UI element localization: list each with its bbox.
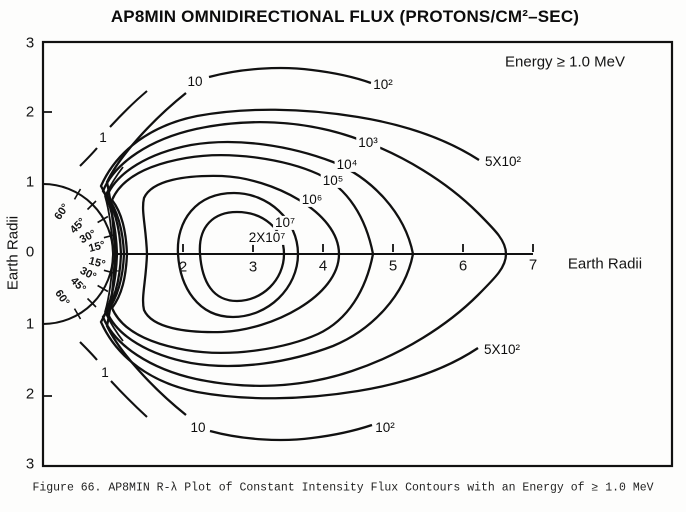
- contour-label-1-top: 1: [97, 129, 109, 146]
- contour-5e2: [99, 108, 480, 400]
- y-tick-3-top: 3: [25, 34, 35, 52]
- x-tick-4: 4: [318, 257, 328, 275]
- contour-label-10-bottom: 10: [188, 419, 208, 436]
- contour-label-2e7: 2X10⁷: [246, 229, 288, 246]
- plot-border: [41, 40, 674, 468]
- contour-label-1-bottom: 1: [99, 364, 111, 381]
- y-tick-3-bottom: 3: [25, 455, 35, 473]
- earth-circle: [42, 183, 115, 325]
- y-axis-label: Earth Radii: [4, 215, 22, 291]
- figure-caption: Figure 66. AP8MIN R-λ Plot of Constant I…: [32, 481, 654, 495]
- x-tick-7: 7: [528, 256, 538, 274]
- x-axis-label: Earth Radii: [567, 255, 643, 273]
- contour-1e5: [110, 154, 375, 354]
- y-tick-2-top: 2: [25, 103, 35, 121]
- chart-title: AP8MIN OMNIDIRECTIONAL FLUX (PROTONS/CM²…: [110, 7, 580, 26]
- x-axis-ticks: [182, 244, 534, 252]
- x-tick-2: 2: [178, 258, 188, 276]
- contour-10-and-1e2: [105, 66, 373, 442]
- y-tick-1-top: 1: [25, 173, 35, 191]
- x-tick-1: 1: [111, 258, 121, 276]
- contour-label-10-top: 10: [185, 73, 205, 90]
- contour-1e7: [176, 191, 300, 319]
- y-tick-1-bottom: 1: [25, 315, 35, 333]
- energy-annotation: Energy ≥ 1.0 MeV: [505, 53, 625, 71]
- y-tick-0: 0: [25, 243, 35, 261]
- contour-label-1e5: 10⁵: [320, 172, 346, 189]
- y-axis-ticks: [43, 111, 52, 397]
- latitude-dial-ticks: [73, 188, 116, 320]
- contour-label-1e2-top: 10²: [371, 76, 395, 93]
- y-tick-2-bottom: 2: [25, 385, 35, 403]
- contour-1e6: [141, 174, 341, 334]
- contour-label-1e7: 10⁷: [273, 214, 297, 231]
- x-tick-3: 3: [248, 258, 258, 276]
- contour-1e4: [105, 140, 415, 368]
- contour-1e3: [101, 121, 508, 387]
- x-tick-5: 5: [388, 257, 398, 275]
- contour-bundle-lines: [104, 166, 124, 342]
- contour-label-1e3: 10³: [356, 134, 380, 151]
- contour-label-5e2-bottom: 5X10²: [481, 341, 523, 358]
- contour-label-1e2-bottom: 10²: [373, 419, 397, 436]
- contour-label-5e2-top: 5X10²: [482, 153, 524, 170]
- contour-2e7: [198, 210, 286, 303]
- contour-1: [79, 90, 148, 418]
- contour-label-1e4: 10⁴: [334, 156, 360, 173]
- x-tick-6: 6: [458, 257, 468, 275]
- contour-label-1e6: 10⁶: [299, 191, 325, 208]
